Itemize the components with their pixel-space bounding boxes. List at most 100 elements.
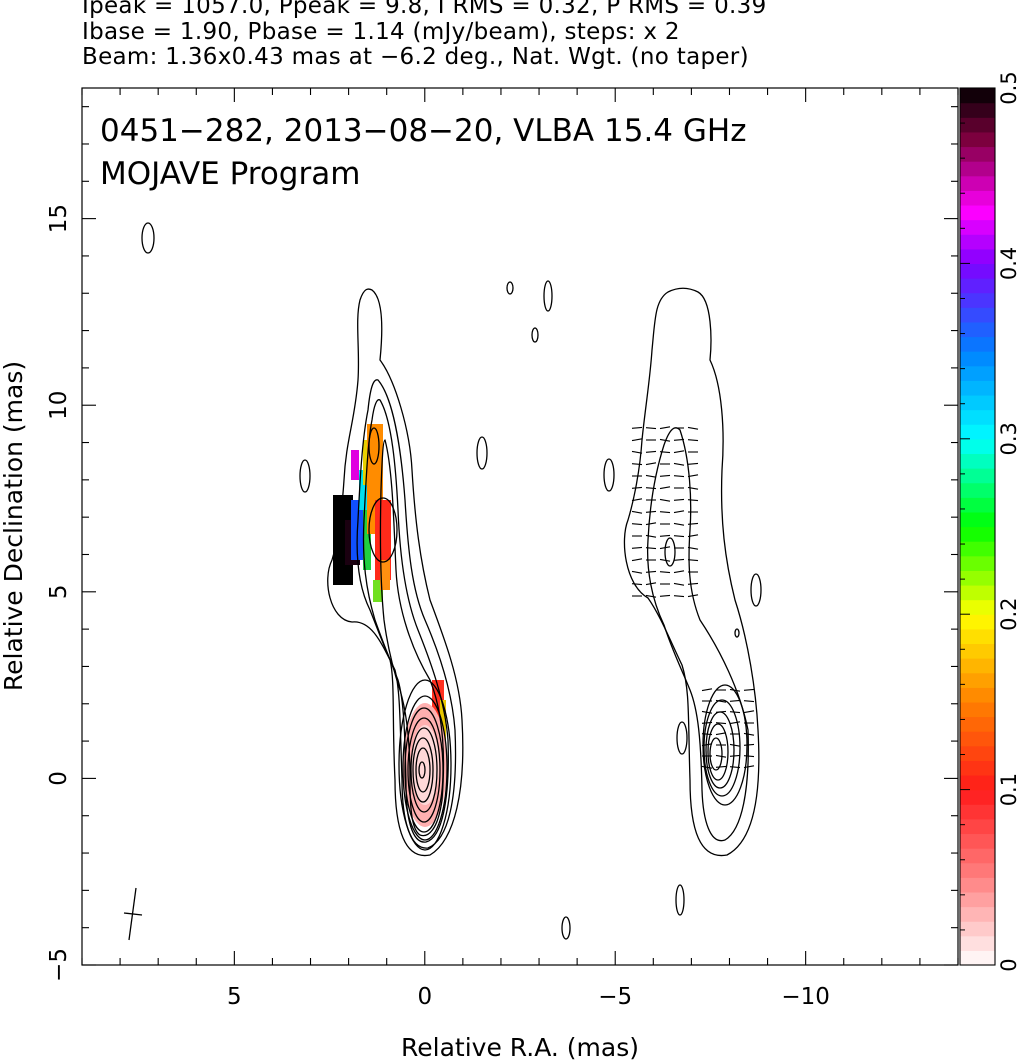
- contour-island-6: [531, 327, 539, 343]
- colorbar-swatch: [960, 833, 995, 849]
- colorbar-swatch: [960, 146, 995, 162]
- colorbar-swatch: [960, 88, 995, 104]
- colorbar-swatch: [960, 935, 995, 951]
- colorbar-swatch: [960, 468, 995, 484]
- colorbar-swatch: [960, 482, 995, 498]
- evpa-tick: [729, 711, 741, 714]
- evpa-tick: [659, 426, 671, 430]
- colorbar-swatch: [960, 745, 995, 761]
- colorbar-swatch: [960, 541, 995, 557]
- evpa-tick: [659, 546, 671, 550]
- colorbar-swatch: [960, 497, 995, 513]
- contour-core-8: [418, 761, 426, 779]
- colorbar-swatch: [960, 438, 995, 455]
- contour-level-2-right: [646, 427, 749, 842]
- evpa-tick: [631, 546, 643, 549]
- contour-island-r2: [750, 573, 762, 607]
- contours-left-panel: [141, 222, 571, 940]
- colorbar-swatch: [960, 555, 995, 571]
- evpa-tick: [687, 582, 699, 585]
- contour-island-2: [299, 459, 311, 493]
- contour-core-right-5: [709, 737, 723, 771]
- evpa-tick: [659, 511, 671, 514]
- evpa-tick: [701, 733, 713, 736]
- evpa-tick: [631, 450, 643, 454]
- contour-core-6: [412, 737, 434, 803]
- evpa-tick: [687, 486, 699, 490]
- contours-right-panel: [603, 287, 762, 916]
- evpa-tick: [687, 534, 699, 538]
- y-tick-label: 15: [46, 204, 72, 233]
- evpa-tick: [673, 595, 685, 598]
- fracpol-cyan: [359, 470, 367, 510]
- evpa-tick: [687, 462, 699, 465]
- colorbar-swatch: [960, 292, 995, 308]
- y-tick-labels: −5 0 5 10 15: [46, 204, 72, 982]
- colorbar-swatch: [960, 307, 995, 323]
- evpa-tick: [631, 583, 643, 586]
- colorbar-swatch: [960, 599, 995, 615]
- y-tick-label: 10: [46, 391, 72, 420]
- evpa-tick: [687, 546, 699, 550]
- evpa-tick: [659, 498, 671, 502]
- colorbar-tick-label: 0: [997, 958, 1021, 971]
- colorbar-swatch: [960, 204, 995, 221]
- contour-island-5: [543, 280, 553, 312]
- evpa-tick: [631, 498, 643, 502]
- contour-core-right-2: [703, 699, 741, 797]
- colorbar-swatch: [960, 584, 995, 601]
- evpa-tick: [631, 523, 643, 526]
- evpa-tick: [645, 510, 657, 513]
- colorbar-tick-label: 0.1: [997, 773, 1021, 806]
- evpa-tick: [701, 688, 713, 692]
- evpa-tick: [687, 559, 699, 562]
- evpa-tick: [631, 438, 643, 442]
- evpa-tick: [715, 754, 727, 758]
- evpa-tick: [743, 700, 755, 703]
- fracpol-green: [363, 510, 371, 570]
- colorbar-swatch: [960, 862, 995, 878]
- evpa-tick: [631, 486, 643, 489]
- evpa-tick: [743, 710, 755, 714]
- colorbar-tick-label: 0.4: [997, 247, 1021, 280]
- contour-core-4: [407, 717, 441, 823]
- chart-title: 0451−282, 2013−08−20, VLBA 15.4 GHz: [100, 113, 746, 149]
- evpa-tick: [729, 743, 741, 747]
- contour-level-2-left: [356, 379, 457, 849]
- evpa-tick: [715, 765, 727, 768]
- colorbar-swatch: [960, 848, 995, 864]
- colorbar-tick-label: 0.5: [997, 71, 1021, 104]
- colorbar-swatch: [960, 453, 995, 469]
- evpa-tick: [743, 765, 755, 769]
- colorbar-swatch: [960, 424, 995, 440]
- evpa-tick: [743, 732, 755, 736]
- colorbar-swatch: [960, 511, 995, 528]
- evpa-tick: [715, 722, 727, 725]
- fracpol-core-yellow: [440, 700, 446, 740]
- evpa-tick: [659, 486, 671, 490]
- colorbar-swatch: [960, 643, 995, 659]
- colorbar-swatch: [960, 380, 995, 396]
- colorbar-swatch: [960, 789, 995, 805]
- evpa-tick: [631, 463, 643, 466]
- colorbar-swatch: [960, 102, 995, 118]
- contour-level-4-left: [379, 439, 445, 837]
- colorbar-swatch: [960, 731, 995, 747]
- y-tick-label: 0: [46, 771, 72, 786]
- colorbar-swatch: [960, 628, 995, 645]
- y-axis-label: Relative Declination (mas): [0, 361, 28, 691]
- fracpol-magenta: [351, 450, 359, 480]
- evpa-tick: [673, 462, 685, 466]
- contour-island-3: [476, 436, 488, 470]
- colorbar-tick-labels: 0 0.1 0.2 0.3 0.4 0.5: [997, 71, 1021, 971]
- evpa-tick: [659, 558, 671, 562]
- y-tick-label: 5: [46, 584, 72, 599]
- x-tick-label: 0: [417, 984, 432, 1010]
- evpa-tick: [645, 594, 657, 598]
- x-tick-label: −10: [781, 984, 830, 1010]
- colorbar-swatch: [960, 716, 995, 732]
- evpa-tick: [673, 510, 685, 514]
- colorbar-swatch: [960, 818, 995, 835]
- x-axis-label: Relative R.A. (mas): [401, 1033, 639, 1060]
- evpa-tick: [631, 570, 643, 574]
